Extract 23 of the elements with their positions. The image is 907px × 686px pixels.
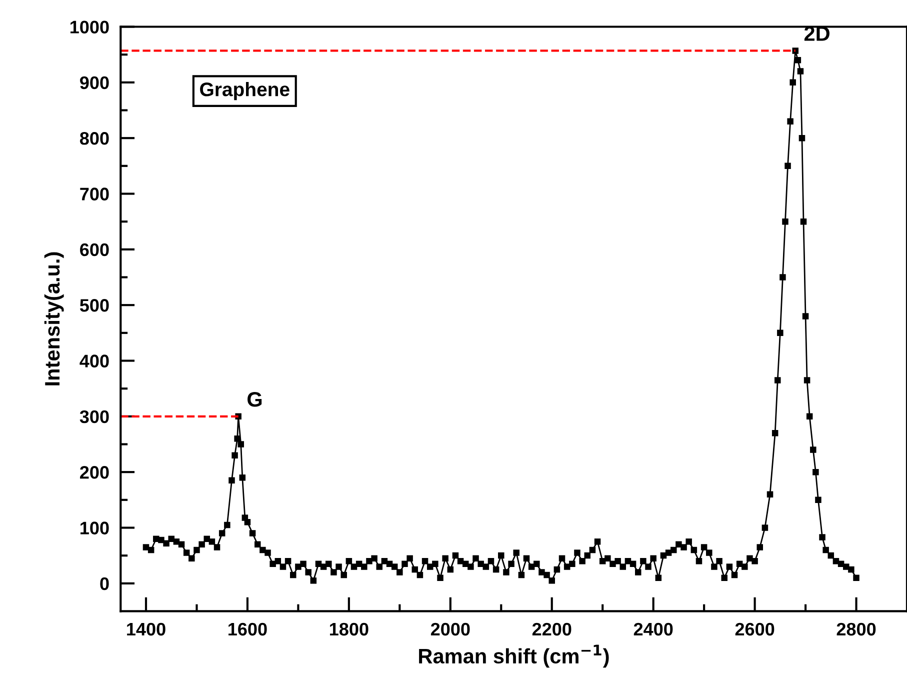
x-tick-label: 1800 (330, 622, 368, 636)
y-axis-title: Intensity(a.u.) (44, 252, 64, 386)
y-tick-label: 100 (80, 522, 109, 534)
y-tick-label: 500 (80, 299, 109, 312)
y-tick-label: 200 (80, 466, 109, 479)
y-tick-label: 1000 (70, 20, 109, 34)
annotation: G (248, 392, 262, 407)
y-tick-label: 400 (80, 354, 109, 368)
x-tick-label: 1400 (127, 622, 166, 636)
y-tick-label: 600 (80, 243, 109, 256)
x-tick-label: 2000 (430, 622, 470, 636)
y-tick-label: 800 (80, 132, 109, 145)
y-tick-label: 700 (80, 188, 109, 200)
x-tick-label: 2800 (836, 622, 876, 636)
y-tick-label: 900 (80, 76, 109, 90)
x-tick-label: 2400 (634, 622, 673, 636)
x-tick-label: 1600 (228, 622, 267, 636)
x-axis-title: Raman shift (cm$^{−1}$) (419, 644, 609, 668)
y-tick-label: 0 (100, 577, 109, 590)
y-tick-label: 300 (80, 410, 109, 424)
annotation: Graphene (200, 82, 290, 100)
x-tick-label: 2600 (735, 622, 774, 636)
x-tick-label: 2200 (532, 622, 572, 636)
